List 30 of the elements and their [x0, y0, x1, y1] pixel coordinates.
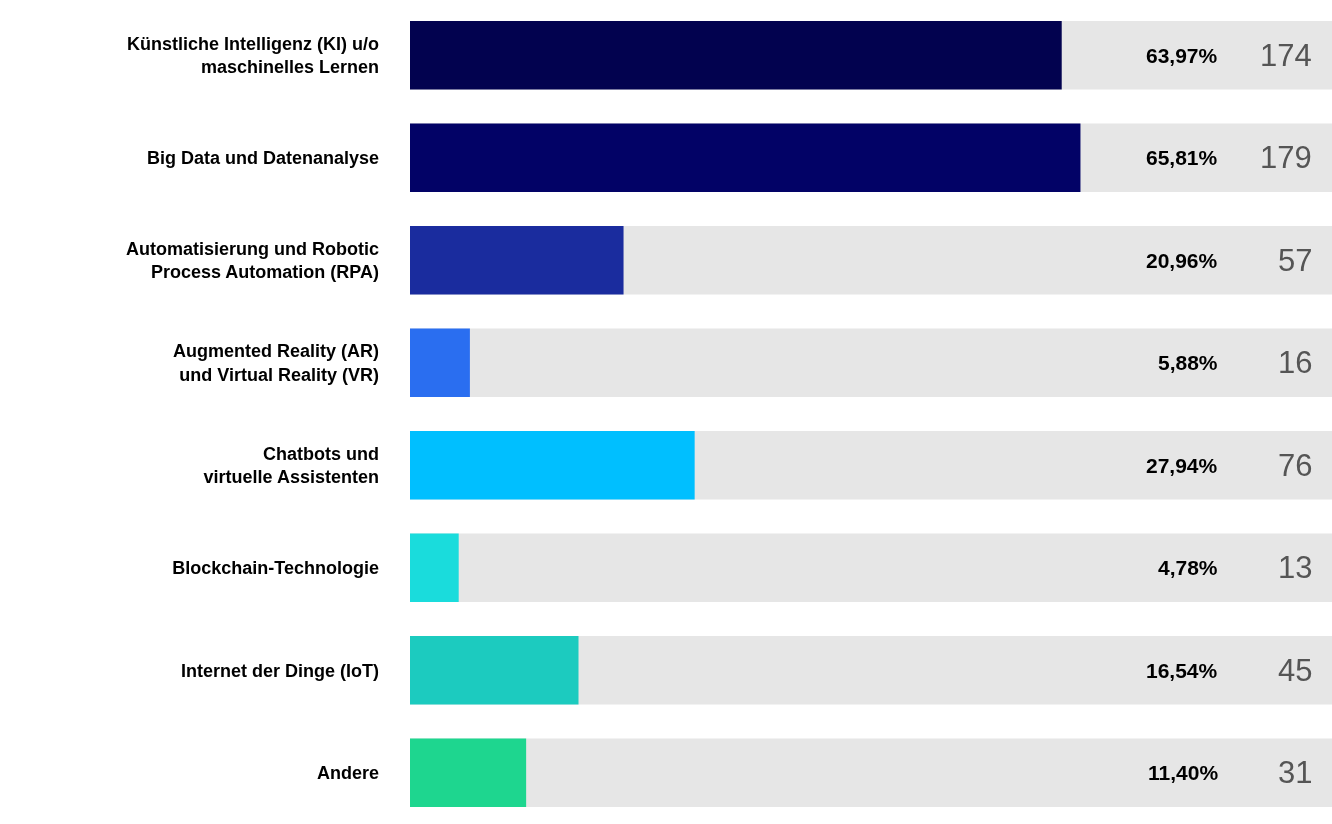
annotation: 57 [1278, 243, 1313, 278]
annotation: 31 [1278, 755, 1313, 790]
data-label: 5,88% [1158, 351, 1218, 374]
data-label: 63,97% [1146, 44, 1218, 67]
data-label: 20,96% [1146, 249, 1218, 272]
bar [410, 430, 695, 500]
bar [410, 738, 527, 808]
annotation: 13 [1278, 550, 1313, 585]
bar [410, 533, 459, 603]
y-tick-label: Chatbots und virtuelle Assistenten [203, 443, 379, 488]
data-label: 4,78% [1158, 556, 1218, 579]
y-tick-label: Künstliche Intelligenz (KI) u/o maschinelles Lernen [127, 33, 379, 78]
annotation: 179 [1260, 140, 1312, 175]
data-label: 65,81% [1146, 146, 1218, 169]
bar [410, 635, 579, 705]
annotation: 16 [1278, 345, 1313, 380]
data-label: 16,54% [1146, 659, 1218, 682]
y-tick-label: Andere [316, 763, 379, 784]
annotation: 45 [1278, 653, 1313, 688]
y-tick-label: Augmented Reality (AR) und Virtual Reality (VR) [172, 341, 380, 385]
y-tick-label: Big Data und Datenanalyse [146, 148, 379, 169]
bar [410, 328, 470, 398]
y-tick-label: Internet der Dinge (IoT) [181, 660, 380, 681]
bar [410, 225, 624, 295]
annotation: 174 [1260, 38, 1312, 73]
data-label: 11,40% [1148, 761, 1219, 784]
y-tick-label: Blockchain-Technologie [172, 558, 379, 579]
y-tick-label: Automatisierung und Robotic Process Automation (RPA) [126, 238, 379, 283]
annotation: 76 [1278, 448, 1313, 483]
data-label: 27,94% [1146, 454, 1218, 477]
